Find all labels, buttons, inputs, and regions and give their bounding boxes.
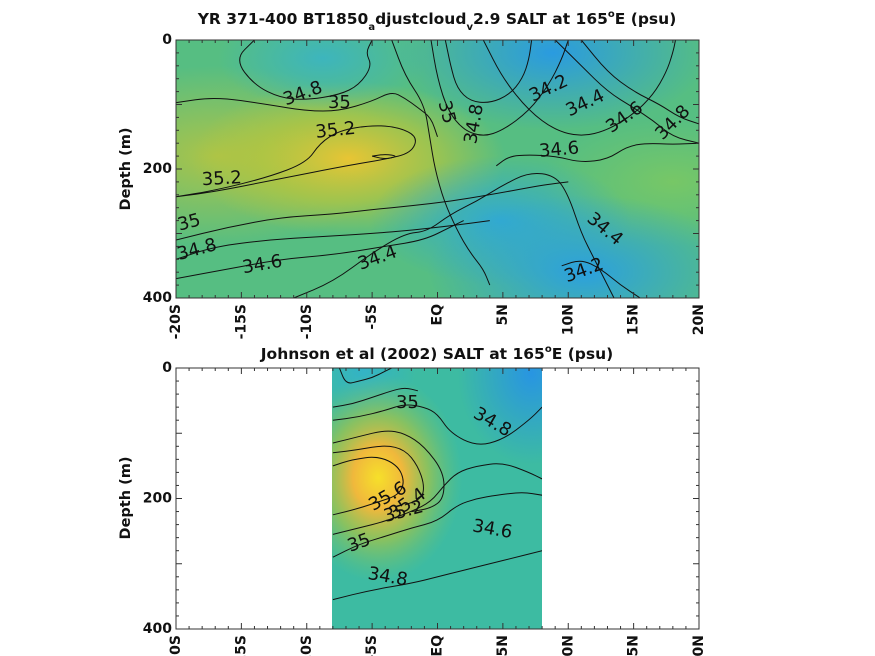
contour-line-35.2 (332, 430, 445, 513)
contour-line-34.4 (293, 173, 615, 298)
x-tick-label: -5S (364, 635, 380, 656)
bottom-contour-lines (332, 368, 542, 601)
contour-line-34.8 (332, 550, 542, 601)
bottom-heatmap-field (332, 368, 542, 629)
x-tick-label: EQ (430, 635, 446, 656)
top-panel: YR 371-400 BT1850adjustcloudv2.9 SALT at… (118, 9, 707, 339)
y-tick-label: 0 (162, 32, 172, 48)
x-tick-label: 5N (495, 304, 511, 325)
y-tick-label: 200 (143, 491, 172, 507)
x-tick-label: 15N (626, 304, 642, 335)
contour-line-34.2 (561, 260, 641, 298)
bottom-y-axis-label: Depth (m) (118, 457, 134, 540)
top-heatmap-field (176, 40, 699, 298)
contour-line-34.6 (338, 368, 392, 384)
contour-line-34.6 (176, 220, 464, 280)
contour-label: 35 (328, 92, 351, 113)
contour-line-34.6 (496, 142, 699, 167)
top-y-ticks: 0 200 400 (143, 32, 699, 306)
x-tick-label: 20N (691, 304, 707, 335)
contour-line-34.8 (332, 492, 542, 558)
y-tick-label: 0 (162, 360, 172, 376)
x-tick-label: 15N (626, 635, 642, 656)
top-chart-title: YR 371-400 BT1850adjustcloudv2.9 SALT at… (197, 9, 677, 33)
y-tick-label: 200 (143, 161, 172, 177)
contour-line-35.4 (371, 154, 396, 159)
contour-line-34.2 (444, 40, 533, 103)
x-tick-label: -10S (299, 304, 315, 339)
contour-line-34.6 (391, 40, 491, 286)
contour-label: 35.2 (314, 118, 356, 143)
contour-line-34.8 (239, 40, 373, 100)
x-tick-label: EQ (430, 304, 446, 326)
x-tick-label: 5N (495, 635, 511, 656)
x-tick-label: -15S (233, 635, 249, 656)
x-tick-label: -20S (168, 304, 184, 339)
contour-line-35 (332, 463, 542, 535)
x-tick-label: -5S (364, 304, 380, 330)
contour-line-35.4 (332, 445, 424, 506)
contour-line-34.6 (482, 40, 676, 136)
top-x-ticks: -20S -15S -10S -5S EQ 5N 10N 15N 20N (168, 40, 707, 339)
bottom-chart-title: Johnson et al (2002) SALT at 165oE (psu) (260, 344, 613, 363)
x-tick-label: -10S (299, 635, 315, 656)
x-tick-label: -20S (168, 635, 184, 656)
y-tick-label: 400 (143, 290, 172, 306)
contour-line-34.8 (554, 40, 699, 144)
contour-label: 35 (396, 392, 419, 413)
top-y-axis-label: Depth (m) (118, 128, 134, 211)
contour-label: 34.6 (538, 137, 580, 161)
contour-label: 35.2 (201, 167, 242, 190)
bottom-y-ticks: 0 200 400 (143, 360, 699, 637)
contour-line-34.8 (332, 387, 419, 408)
x-tick-label: -15S (233, 304, 249, 339)
y-tick-label: 400 (143, 621, 172, 637)
x-tick-label: 20N (691, 635, 707, 656)
contour-line-34.4 (430, 40, 569, 136)
top-contour-lines (176, 40, 699, 298)
contour-line-35.6 (332, 456, 404, 516)
contour-line-34.8 (580, 40, 699, 125)
contour-line-35 (176, 93, 438, 137)
bottom-x-ticks: -20S -15S -10S -5S EQ 5N 10N 15N 20N (168, 368, 707, 656)
x-tick-label: 10N (560, 304, 576, 335)
x-tick-label: 10N (560, 635, 576, 656)
bottom-panel: Johnson et al (2002) SALT at 165oE (psu)… (118, 344, 707, 656)
contour-line-35 (332, 404, 542, 445)
contour-line-35.2 (176, 125, 416, 198)
contour-line-35 (176, 181, 569, 241)
